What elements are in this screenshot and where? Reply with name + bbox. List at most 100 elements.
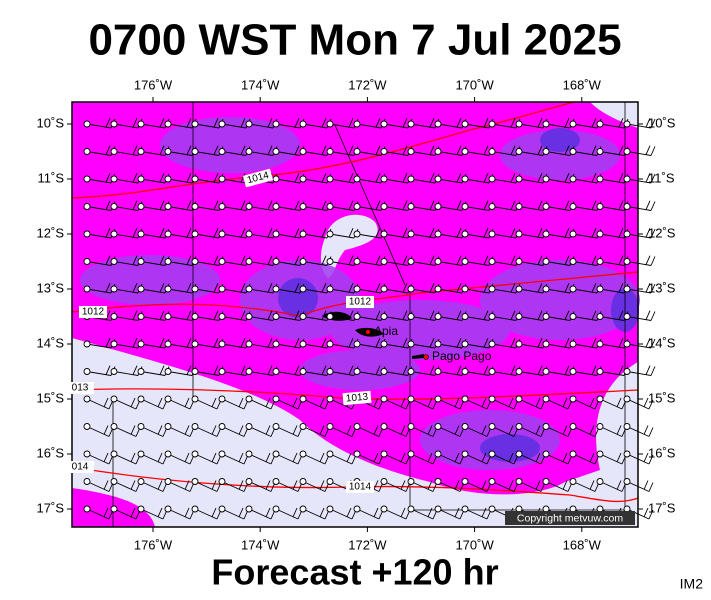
barb-shaft	[248, 371, 274, 376]
barb-shaft	[167, 316, 193, 321]
barb-tick	[373, 480, 379, 490]
barb-station	[353, 258, 361, 265]
barb-station	[353, 285, 361, 293]
barb-station	[407, 395, 415, 403]
lat-label: 10˚S	[648, 115, 676, 130]
wind-barb	[407, 423, 438, 437]
wind-barb	[191, 478, 222, 492]
barb-tick	[402, 118, 408, 128]
isobar	[71, 388, 639, 400]
barb-station	[164, 230, 172, 238]
wind-barb	[245, 395, 276, 410]
barb-tick	[616, 452, 622, 463]
barb-shaft	[545, 453, 569, 465]
barb-station	[542, 203, 550, 210]
barb-tick	[267, 283, 273, 293]
wind-barb	[218, 310, 251, 321]
wind-barb	[515, 118, 548, 129]
barb-shaft	[86, 453, 110, 465]
barb-tick	[645, 173, 651, 183]
lon-label: 170˚W	[455, 537, 494, 552]
barb-tick	[186, 365, 192, 375]
barb-tick	[238, 397, 244, 408]
wind-barb	[137, 423, 168, 437]
barb-station	[164, 340, 172, 348]
barb-station	[380, 368, 388, 375]
isobar-label: 1013	[342, 390, 372, 406]
barb-tick	[211, 507, 217, 518]
barb-shaft	[464, 288, 490, 294]
wind-barb	[596, 423, 627, 437]
barb-shaft	[383, 123, 409, 129]
barb-tick	[508, 425, 514, 435]
barb-tick	[132, 338, 138, 348]
wind-barb	[272, 145, 305, 156]
barb-tick	[510, 173, 516, 183]
barb-station	[569, 175, 577, 183]
barb-shaft	[356, 343, 382, 349]
barb-shaft	[302, 316, 328, 321]
barb-tick	[213, 338, 219, 348]
barb-tick	[537, 118, 543, 128]
barb-tick	[427, 507, 433, 518]
barb-shaft	[140, 178, 166, 184]
barb-shaft	[383, 288, 409, 294]
barb-tick	[427, 480, 433, 490]
wind-barb	[596, 478, 627, 492]
barb-shaft	[626, 151, 652, 156]
barb-shaft	[572, 178, 598, 184]
barb-station	[83, 450, 91, 458]
lon-label: 174˚W	[241, 537, 280, 552]
isobar-label-box	[79, 306, 107, 318]
wind-barb	[407, 395, 438, 410]
barb-station	[596, 340, 604, 348]
barb-shaft	[518, 398, 542, 410]
barb-tick	[643, 397, 649, 408]
barb-station	[353, 450, 361, 458]
barb-shaft	[167, 453, 191, 465]
barb-tick	[456, 255, 462, 265]
barb-tick	[643, 452, 649, 463]
barb-tick	[240, 118, 246, 128]
barb-station	[245, 148, 253, 155]
barb-shaft	[248, 508, 272, 520]
barb-tick	[186, 173, 192, 183]
barb-shaft	[140, 426, 164, 437]
barb-shaft	[599, 151, 625, 156]
barb-shaft	[275, 426, 299, 437]
barb-shaft	[356, 371, 382, 376]
lat-label: 11˚S	[38, 170, 65, 185]
barb-station	[272, 313, 280, 320]
barb-tick	[618, 200, 624, 210]
wind-barb	[272, 395, 303, 410]
barb-station	[515, 313, 523, 320]
barb-station	[515, 258, 523, 265]
isobar-label-text: 014	[72, 462, 89, 473]
barb-station	[380, 148, 388, 155]
barb-shaft	[599, 481, 623, 492]
barb-shaft	[437, 426, 461, 437]
barb-tick	[483, 145, 489, 155]
wind-barb	[353, 310, 386, 321]
barb-station	[380, 258, 388, 265]
barb-station	[218, 340, 226, 348]
barb-station	[461, 285, 469, 293]
barb-shaft	[113, 316, 139, 321]
isobar-label: 014	[66, 461, 94, 473]
barb-tick	[508, 397, 514, 408]
isobar-label-text: 1013	[345, 392, 369, 405]
lat-label: 14˚S	[37, 335, 65, 350]
barb-shaft	[86, 371, 112, 376]
barb-tick	[213, 283, 219, 293]
barb-tick	[591, 200, 597, 210]
barb-shaft	[491, 151, 517, 156]
barb-tick	[427, 452, 433, 463]
barb-station	[83, 478, 91, 485]
barb-station	[137, 148, 145, 155]
barb-shaft	[275, 261, 301, 266]
barb-station	[191, 175, 199, 183]
barb-station	[623, 368, 631, 375]
barb-station	[569, 258, 577, 265]
barb-tick	[375, 310, 381, 320]
barb-shaft	[194, 398, 218, 410]
